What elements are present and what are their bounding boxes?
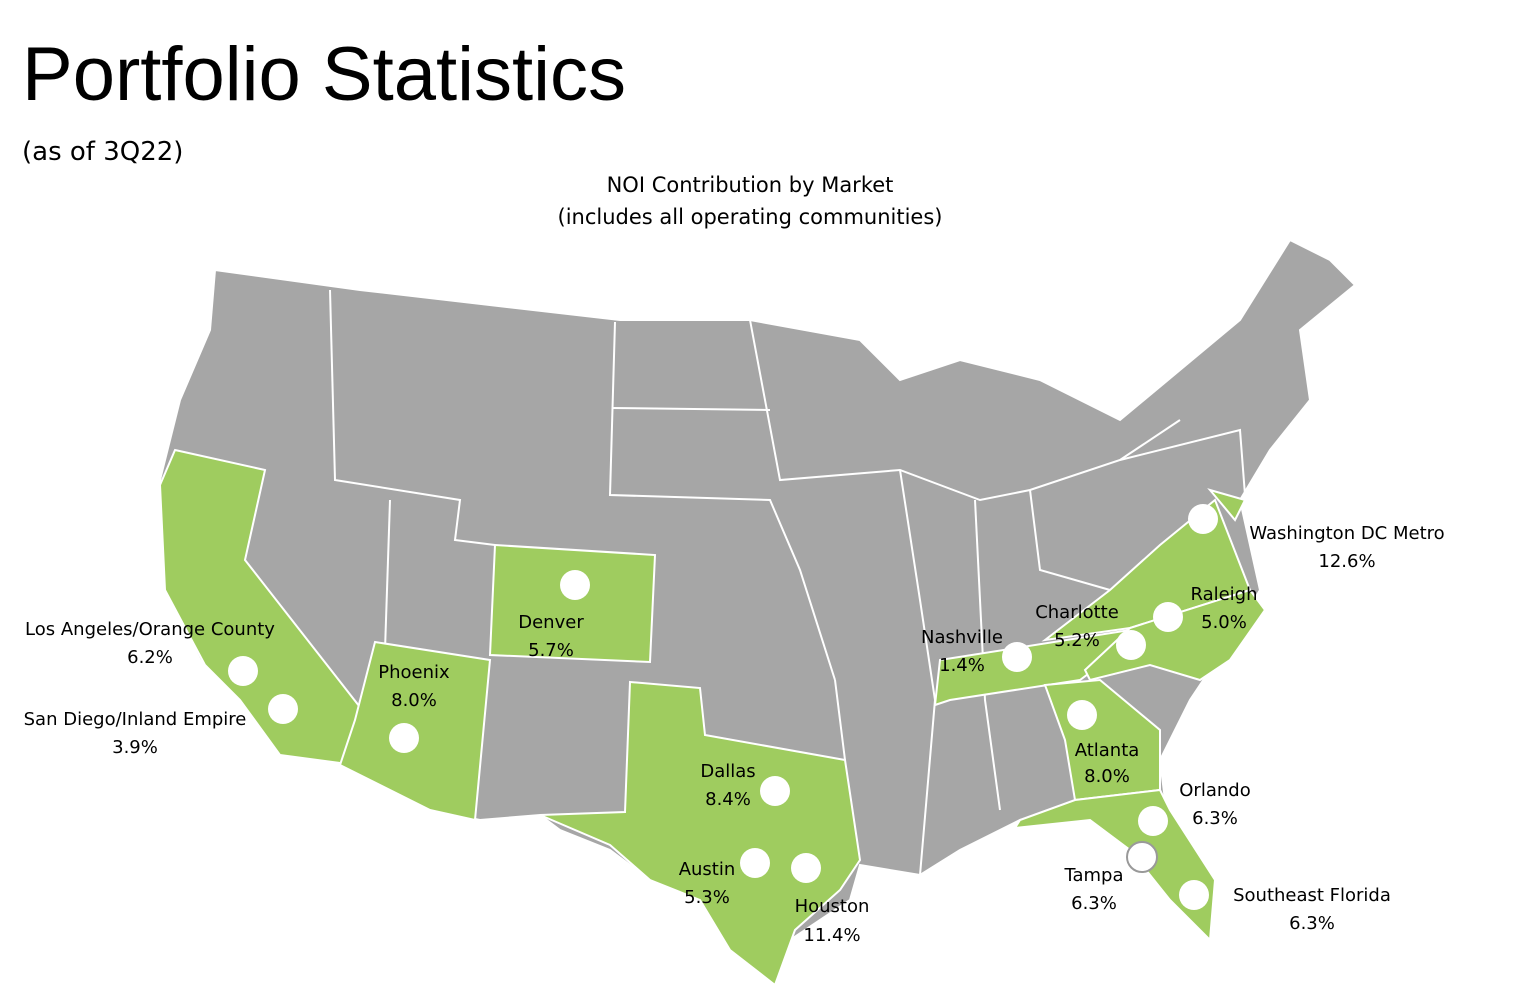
pin [1179,880,1209,910]
market-name: Phoenix [378,662,450,683]
market-share: 3.9% [112,737,158,758]
market-share: 6.3% [1289,913,1335,934]
page-subtitle: (as of 3Q22) [22,137,183,167]
state [158,448,372,767]
market-share: 8.0% [1084,766,1130,787]
pin [389,723,419,753]
market-name: Tampa [1063,865,1123,886]
market-name: Dallas [700,761,755,782]
market-share: 5.0% [1201,612,1247,633]
pin [1138,806,1168,836]
market-share: 5.7% [528,640,574,661]
pin [791,853,821,883]
pin [1067,700,1097,730]
market-name: Atlanta [1075,740,1140,761]
market-name: Los Angeles/Orange County [25,619,275,640]
map-subtitle: (includes all operating communities) [558,205,943,229]
market-name: Washington DC Metro [1249,523,1444,544]
market-name: San Diego/Inland Empire [24,709,247,730]
pin [760,776,790,806]
market-name: Austin [679,859,736,880]
pin [1153,602,1183,632]
us-map [158,238,1357,987]
page-title: Portfolio Statistics [22,32,626,117]
market-pins [228,504,1218,910]
pin [228,656,258,686]
pin [1116,630,1146,660]
market-name: Nashville [921,627,1003,648]
market-share: 6.3% [1071,893,1117,914]
market-share: 5.3% [684,887,730,908]
market-share: 6.3% [1192,808,1238,829]
pin [1126,841,1158,873]
market-name: Orlando [1179,780,1250,801]
market-name: Raleigh [1190,584,1257,605]
market-labels: Los Angeles/Orange County 6.2% San Diego… [24,523,1445,946]
market-share: 8.4% [705,789,751,810]
state-borders [329,289,1246,876]
market-name: Charlotte [1035,602,1119,623]
market-name: Denver [518,612,584,633]
market-share: 1.4% [939,655,985,676]
map-title: NOI Contribution by Market [607,173,894,197]
pin [268,694,298,724]
market-share: 8.0% [391,690,437,711]
market-name: Houston [795,896,870,917]
market-share: 5.2% [1054,630,1100,651]
pin [560,570,590,600]
pin [740,848,770,878]
state [488,543,657,664]
pin [1002,642,1032,672]
state [1207,488,1247,522]
market-name: Southeast Florida [1233,885,1391,906]
market-share: 6.2% [127,647,173,668]
market-share: 11.4% [803,925,860,946]
pin [1188,504,1218,534]
market-share: 12.6% [1318,551,1375,572]
state [539,680,862,987]
